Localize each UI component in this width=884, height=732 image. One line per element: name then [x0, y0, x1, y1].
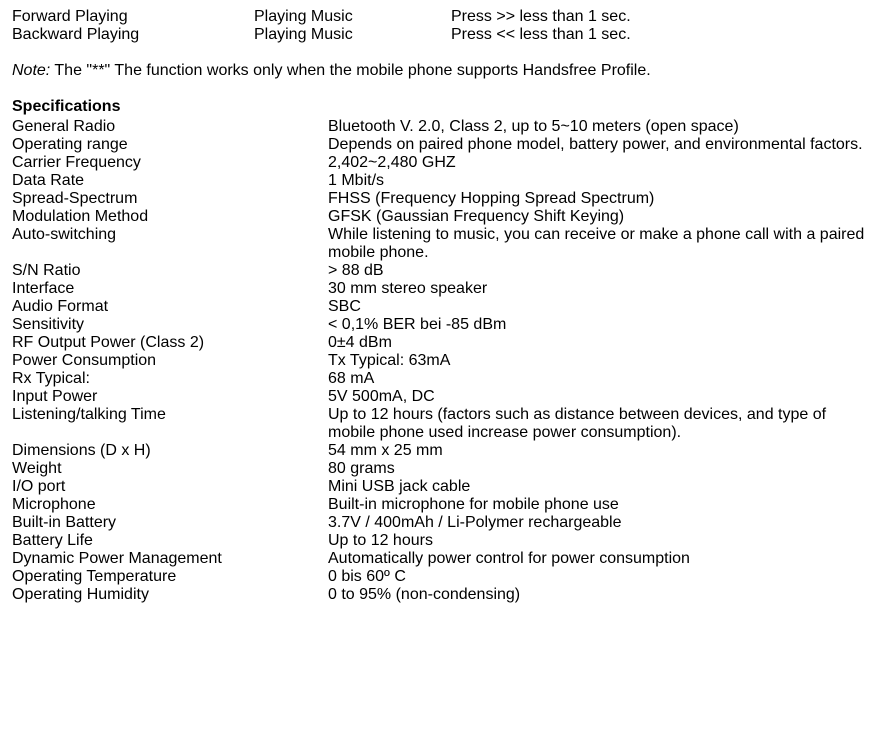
note-line: Note: The "**" The function works only w…	[12, 62, 872, 80]
spec-label: Built-in Battery	[12, 514, 328, 532]
function-table: Forward PlayingPlaying MusicPress >> les…	[12, 8, 872, 44]
spec-value: Depends on paired phone model, battery p…	[328, 136, 872, 154]
function-row: Backward PlayingPlaying MusicPress << le…	[12, 26, 872, 44]
spec-label: Dynamic Power Management	[12, 550, 328, 568]
spec-label: I/O port	[12, 478, 328, 496]
spec-row: Auto-switchingWhile listening to music, …	[12, 226, 872, 262]
spec-value: Mini USB jack cable	[328, 478, 872, 496]
spec-label: Modulation Method	[12, 208, 328, 226]
spec-row: Listening/talking TimeUp to 12 hours (fa…	[12, 406, 872, 442]
spec-value: 30 mm stereo speaker	[328, 280, 872, 298]
spec-row: Weight80 grams	[12, 460, 872, 478]
spec-row: Built-in Battery3.7V / 400mAh / Li-Polym…	[12, 514, 872, 532]
spec-label: Carrier Frequency	[12, 154, 328, 172]
spec-value: Up to 12 hours	[328, 532, 872, 550]
spec-row: Rx Typical:68 mA	[12, 370, 872, 388]
specifications-heading: Specifications	[12, 98, 872, 116]
spec-value: Automatically power control for power co…	[328, 550, 872, 568]
spec-row: Modulation MethodGFSK (Gaussian Frequenc…	[12, 208, 872, 226]
spec-value: Up to 12 hours (factors such as distance…	[328, 406, 872, 442]
spec-row: Dimensions (D x H)54 mm x 25 mm	[12, 442, 872, 460]
spec-label: Listening/talking Time	[12, 406, 328, 442]
spec-label: Dimensions (D x H)	[12, 442, 328, 460]
spec-row: MicrophoneBuilt-in microphone for mobile…	[12, 496, 872, 514]
spec-value: > 88 dB	[328, 262, 872, 280]
spec-row: Audio FormatSBC	[12, 298, 872, 316]
note-text: The "**" The function works only when th…	[50, 62, 650, 79]
spec-value: GFSK (Gaussian Frequency Shift Keying)	[328, 208, 872, 226]
spec-label: Data Rate	[12, 172, 328, 190]
spec-row: Battery LifeUp to 12 hours	[12, 532, 872, 550]
spec-row: Power ConsumptionTx Typical: 63mA	[12, 352, 872, 370]
spec-label: Interface	[12, 280, 328, 298]
spec-row: I/O portMini USB jack cable	[12, 478, 872, 496]
spec-value: 2,402~2,480 GHZ	[328, 154, 872, 172]
spec-row: Interface30 mm stereo speaker	[12, 280, 872, 298]
spec-value: 0 bis 60º C	[328, 568, 872, 586]
spec-label: Sensitivity	[12, 316, 328, 334]
function-row: Forward PlayingPlaying MusicPress >> les…	[12, 8, 872, 26]
document-page: Forward PlayingPlaying MusicPress >> les…	[0, 0, 884, 618]
spec-value: 5V 500mA, DC	[328, 388, 872, 406]
spec-row: Spread-SpectrumFHSS (Frequency Hopping S…	[12, 190, 872, 208]
spec-value: FHSS (Frequency Hopping Spread Spectrum)	[328, 190, 872, 208]
function-name: Backward Playing	[12, 26, 254, 44]
spec-row: Sensitivity< 0,1% BER bei -85 dBm	[12, 316, 872, 334]
spec-value: 0 to 95% (non-condensing)	[328, 586, 872, 604]
spec-value: 54 mm x 25 mm	[328, 442, 872, 460]
spec-value: 80 grams	[328, 460, 872, 478]
spec-value: Built-in microphone for mobile phone use	[328, 496, 872, 514]
spec-label: Operating Humidity	[12, 586, 328, 604]
spec-row: Dynamic Power ManagementAutomatically po…	[12, 550, 872, 568]
spec-label: Battery Life	[12, 532, 328, 550]
spec-label: Input Power	[12, 388, 328, 406]
spec-value: 3.7V / 400mAh / Li-Polymer rechargeable	[328, 514, 872, 532]
spec-row: S/N Ratio> 88 dB	[12, 262, 872, 280]
spec-label: Microphone	[12, 496, 328, 514]
spec-label: Power Consumption	[12, 352, 328, 370]
spec-value: < 0,1% BER bei -85 dBm	[328, 316, 872, 334]
spec-label: Auto-switching	[12, 226, 328, 262]
spec-row: Data Rate1 Mbit/s	[12, 172, 872, 190]
spec-label: Weight	[12, 460, 328, 478]
spec-row: Input Power5V 500mA, DC	[12, 388, 872, 406]
spec-value: While listening to music, you can receiv…	[328, 226, 872, 262]
spec-value: Bluetooth V. 2.0, Class 2, up to 5~10 me…	[328, 118, 872, 136]
spec-value: 0±4 dBm	[328, 334, 872, 352]
spec-row: General RadioBluetooth V. 2.0, Class 2, …	[12, 118, 872, 136]
spec-label: Rx Typical:	[12, 370, 328, 388]
note-label: Note:	[12, 62, 50, 79]
spec-label: Audio Format	[12, 298, 328, 316]
spec-label: General Radio	[12, 118, 328, 136]
spec-row: RF Output Power (Class 2)0±4 dBm	[12, 334, 872, 352]
specifications-table: General RadioBluetooth V. 2.0, Class 2, …	[12, 118, 872, 604]
function-action: Press << less than 1 sec.	[451, 26, 872, 44]
spec-value: Tx Typical: 63mA	[328, 352, 872, 370]
spec-value: SBC	[328, 298, 872, 316]
spec-label: RF Output Power (Class 2)	[12, 334, 328, 352]
function-action: Press >> less than 1 sec.	[451, 8, 872, 26]
spec-label: Operating range	[12, 136, 328, 154]
spec-label: S/N Ratio	[12, 262, 328, 280]
spec-label: Operating Temperature	[12, 568, 328, 586]
function-state: Playing Music	[254, 26, 451, 44]
function-state: Playing Music	[254, 8, 451, 26]
spec-label: Spread-Spectrum	[12, 190, 328, 208]
spec-row: Carrier Frequency2,402~2,480 GHZ	[12, 154, 872, 172]
spec-row: Operating Humidity0 to 95% (non-condensi…	[12, 586, 872, 604]
spec-row: Operating Temperature0 bis 60º C	[12, 568, 872, 586]
spec-value: 1 Mbit/s	[328, 172, 872, 190]
spec-row: Operating rangeDepends on paired phone m…	[12, 136, 872, 154]
spec-value: 68 mA	[328, 370, 872, 388]
function-name: Forward Playing	[12, 8, 254, 26]
